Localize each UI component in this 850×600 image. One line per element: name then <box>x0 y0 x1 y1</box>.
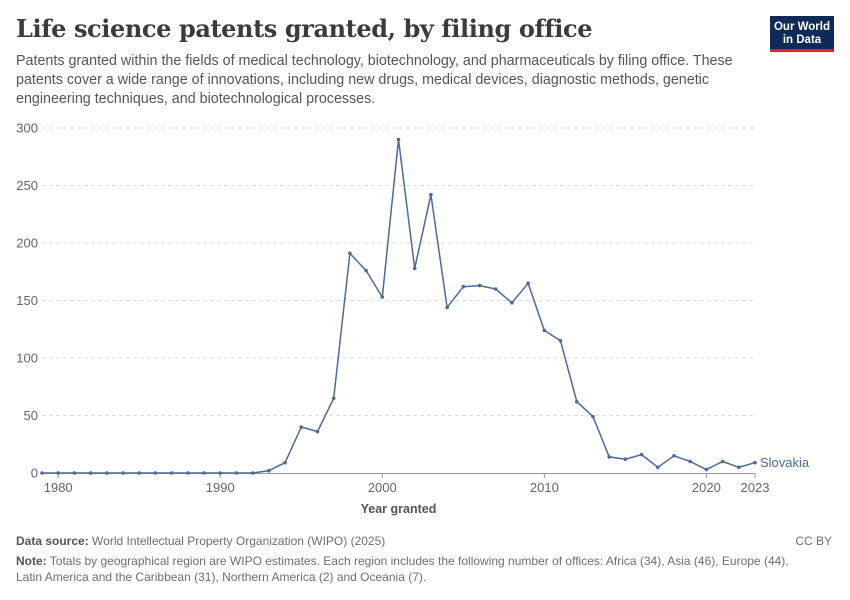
data-point <box>574 399 579 404</box>
source-label: Data source: <box>16 534 89 548</box>
chart-title: Life science patents granted, by filing … <box>16 14 593 43</box>
y-tick-label: 200 <box>16 236 38 251</box>
data-point <box>396 137 401 142</box>
data-point <box>477 283 482 288</box>
chart-note: Note: Totals by geographical region are … <box>16 553 816 585</box>
data-point <box>169 471 174 475</box>
data-point <box>56 471 61 475</box>
x-tick-label: 2020 <box>692 480 721 495</box>
data-point <box>558 338 563 343</box>
data-point <box>315 429 320 434</box>
data-point <box>510 301 514 305</box>
data-point <box>720 459 725 464</box>
y-tick-label: 0 <box>31 466 38 481</box>
data-point <box>542 328 547 333</box>
y-tick-label: 300 <box>16 121 38 136</box>
data-point <box>267 468 271 473</box>
data-point <box>607 455 611 459</box>
data-point <box>704 467 709 472</box>
data-point <box>493 287 498 291</box>
series-line-slovakia <box>42 138 756 474</box>
data-point <box>672 453 676 458</box>
data-point <box>250 471 255 475</box>
data-point <box>688 459 692 464</box>
data-point <box>639 452 644 457</box>
note-text: Totals by geographical region are WIPO e… <box>16 554 789 584</box>
logo-line-2: in Data <box>782 34 822 46</box>
data-point <box>40 471 44 475</box>
data-point <box>412 266 417 271</box>
chart-subtitle: Patents granted within the fields of med… <box>16 53 733 107</box>
x-tick-label: 1980 <box>44 480 73 495</box>
data-point <box>186 471 190 475</box>
data-point <box>88 471 93 475</box>
data-point <box>348 251 352 256</box>
data-point <box>380 295 385 299</box>
data-point <box>218 471 223 475</box>
data-point <box>753 460 757 465</box>
data-point <box>591 414 595 419</box>
data-point <box>736 465 741 470</box>
data-point <box>331 396 336 401</box>
x-tick-label: 2000 <box>368 480 397 495</box>
data-point <box>283 460 287 465</box>
owid-logo[interactable]: Our World in Data <box>770 16 834 52</box>
data-point <box>121 471 125 475</box>
data-point <box>461 284 466 289</box>
license-link[interactable]: CC BY <box>795 534 832 548</box>
x-tick-label: 2023 <box>741 480 770 495</box>
data-point <box>105 471 109 475</box>
data-point <box>623 457 628 462</box>
data-point <box>202 471 206 475</box>
data-point <box>137 471 142 475</box>
note-label: Note: <box>16 554 47 568</box>
source-link[interactable]: World Intellectual Property Organization… <box>92 534 386 548</box>
y-tick-label: 100 <box>16 351 38 366</box>
x-tick-label: 2010 <box>530 480 559 495</box>
y-tick-label: 50 <box>24 408 38 423</box>
data-point <box>429 192 433 197</box>
data-source: Data source: World Intellectual Property… <box>16 534 385 548</box>
y-tick-label: 150 <box>16 293 38 308</box>
x-tick-label: 1990 <box>206 480 235 495</box>
data-point <box>153 471 158 475</box>
logo-line-1: Our World <box>773 21 830 33</box>
data-point <box>526 281 530 286</box>
series-label[interactable]: Slovakia <box>760 455 810 470</box>
data-point <box>655 465 660 470</box>
x-axis-title: Year granted <box>361 502 437 516</box>
y-tick-label: 250 <box>16 178 38 193</box>
data-point <box>234 471 239 475</box>
data-point <box>445 305 449 310</box>
data-point <box>299 425 304 429</box>
data-point <box>72 471 77 475</box>
data-point <box>364 268 368 273</box>
